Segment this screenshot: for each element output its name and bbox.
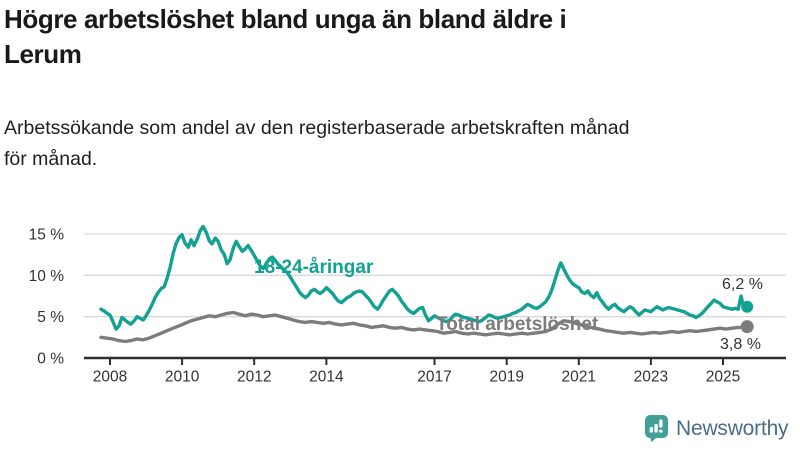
line-chart: 2008 2010 2012 2014 2017 2019 2021 2023 2025 0 % 5…: [29, 224, 786, 386]
series-end-dot-young: [741, 300, 754, 313]
chart-subtitle: Arbetssökande som andel av den registerb…: [4, 117, 630, 170]
x-tick-label: 2025: [706, 369, 740, 386]
x-tick-label: 2019: [489, 369, 523, 386]
y-tick-label: 0 %: [37, 351, 64, 368]
series-label-young: 18-24-åringar: [254, 257, 374, 278]
newsworthy-logo[interactable]: Newsworthy: [644, 414, 789, 443]
series-end-dot-total: [740, 320, 754, 334]
end-value-young: 6,2 %: [722, 276, 763, 293]
x-tick-label: 2021: [562, 369, 596, 386]
end-value-total: 3,8 %: [720, 336, 761, 353]
x-tick-label: 2014: [309, 369, 344, 386]
x-tick-label: 2017: [417, 369, 451, 386]
x-tick-label: 2008: [93, 369, 127, 386]
series-label-total: Total arbetslöshet: [436, 314, 599, 335]
x-tick-label: 2010: [165, 369, 200, 386]
series-line-total: [99, 310, 749, 344]
y-tick-label: 10 %: [29, 268, 65, 285]
x-tick-label: 2023: [634, 369, 668, 386]
newsworthy-speech-bubble-chart-icon: [644, 414, 670, 443]
series-line-young: [99, 224, 749, 331]
y-tick-label: 5 %: [37, 309, 64, 326]
newsworthy-wordmark: Newsworthy: [676, 416, 789, 440]
y-tick-label: 15 %: [29, 227, 65, 244]
chart-title: Högre arbetslöshet bland unga än bland ä…: [4, 4, 567, 69]
x-tick-label: 2012: [237, 369, 271, 386]
